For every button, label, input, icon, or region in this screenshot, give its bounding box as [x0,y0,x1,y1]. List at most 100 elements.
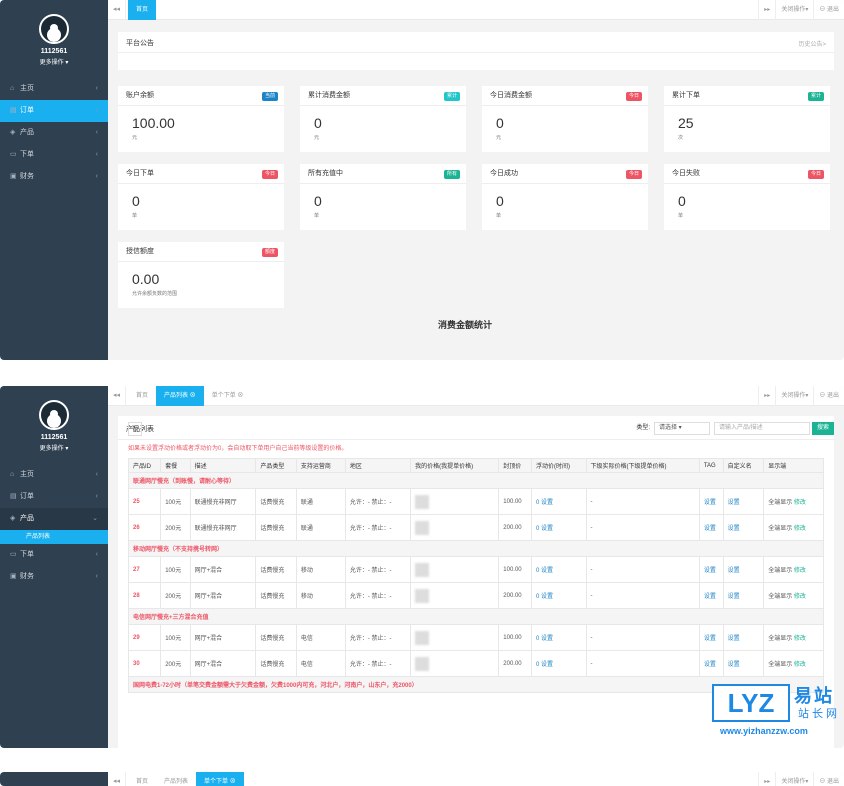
edit-link[interactable]: 修改 [793,500,806,506]
sidebar-item-finance[interactable]: ▣ 财务 ‹ [0,166,108,188]
sidebar-item-home[interactable]: ⌂ 主页 ‹ [0,464,108,486]
column-header: 封顶价 [498,458,532,473]
float-price-setting[interactable]: 0 设置 [530,650,587,677]
custom-name-setting[interactable]: 设置 [722,582,765,609]
sidebar-item-cube[interactable]: ◈ 产品 ⌄ [0,508,108,530]
cap-price: 100.00 [498,624,532,651]
dashboard-panel: 1112561 更多操作 ▾ ⌂ 主页 ‹ ▤ 订单 ‹ ◈ 产品 ‹ ▭ 下单 ‹ ▣ 财务 ‹… [0,0,844,360]
edit-link[interactable]: 修改 [793,662,806,668]
edit-link[interactable]: 修改 [793,636,806,642]
my-price [410,582,500,609]
package: 100元 [160,488,191,515]
float-price-setting[interactable]: 0 设置 [530,514,587,541]
edit-link[interactable]: 修改 [793,594,806,600]
logout-button[interactable]: ⊖ 退出 [813,386,844,406]
sidebar-item-label: 下单 [18,551,34,558]
avatar[interactable] [39,400,69,430]
float-price-setting[interactable]: 0 设置 [530,556,587,583]
tag-setting[interactable]: 设置 [698,582,724,609]
tabs: 首页 产品列表 ⊗ 单个下单 ⊗ [128,386,251,406]
card-value: 0 [314,115,322,131]
package: 200元 [160,582,191,609]
notice-box: 平台公告 历史公告> [118,32,834,70]
sidebar-item-order[interactable]: ▤ 订单 ‹ [0,100,108,122]
tag-setting[interactable]: 设置 [698,488,724,515]
tag-setting[interactable]: 设置 [698,556,724,583]
history-notice-link[interactable]: 历史公告> [798,42,826,48]
column-header: 自定义名 [722,458,765,473]
tab-1[interactable]: 产品列表 [164,779,189,785]
cart-icon: ▭ [10,151,17,158]
edit-link[interactable]: 修改 [793,568,806,574]
tab-1[interactable]: 产品列表 ⊗ [156,386,204,406]
sidebar-subitem-product-list[interactable]: 产品列表 [0,530,108,544]
region: 允许：- 禁止：- [344,582,412,609]
float-price-setting[interactable]: 0 设置 [530,624,587,651]
card-title: 今日下单 [118,164,284,184]
sidebar-item-cart[interactable]: ▭ 下单 ‹ [0,544,108,566]
column-header: 套餐 [160,458,191,473]
custom-name-setting[interactable]: 设置 [722,650,765,677]
table-row: 26 200元 联通慢充非网厅 话费慢充 联通 允许：- 禁止：- 200.00 0 设置 - 设… [127,514,824,541]
custom-name-setting[interactable]: 设置 [722,488,765,515]
tab-0[interactable]: 首页 [136,393,149,399]
type-select[interactable]: 请选择 ▾ [654,422,710,435]
tag-setting[interactable]: 设置 [698,650,724,677]
tab-0[interactable]: 首页 [128,0,157,20]
scroll-left-icon[interactable]: ◂◂ [108,0,126,20]
scroll-right-icon[interactable]: ▸▸ [758,772,775,786]
tag-setting[interactable]: 设置 [698,624,724,651]
operator: 电信 [295,650,346,677]
operator: 电信 [295,624,346,651]
my-price [410,624,500,651]
finance-icon: ▣ [10,173,17,180]
chevron-left-icon: ‹ [95,85,98,92]
close-ops-button[interactable]: 关闭操作▾ [775,386,813,406]
edit-link[interactable]: 修改 [793,526,806,532]
float-price-setting[interactable]: 0 设置 [530,582,587,609]
profile: 1112561 更多操作 ▾ [0,0,108,78]
tab-0[interactable]: 首页 [136,779,149,785]
tab-2[interactable]: 单个下单 ⊗ [196,772,244,786]
float-price-setting[interactable]: 0 设置 [530,488,587,515]
sidebar-item-finance[interactable]: ▣ 财务 ‹ [0,566,108,588]
sidebar-item-label: 主页 [18,85,34,92]
custom-name-setting[interactable]: 设置 [722,624,765,651]
scroll-left-icon[interactable]: ◂◂ [108,772,126,786]
search-input[interactable]: 请输入产品/描述 [714,422,810,435]
watermark-cn2: 站长网 [798,708,840,720]
display-text: 全端显示 [768,568,794,574]
search-button[interactable]: 搜索 [812,422,834,435]
display-end: 全端显示 修改 [763,650,824,677]
tab-2[interactable]: 单个下单 ⊗ [211,393,244,399]
avatar[interactable] [39,14,69,44]
card-title: 授信额度 [118,242,284,262]
product-id: 25 [127,488,162,515]
chevron-left-icon: ‹ [95,173,98,180]
sidebar-item-home[interactable]: ⌂ 主页 ‹ [0,78,108,100]
logout-button[interactable]: ⊖ 退出 [813,772,844,786]
scroll-right-icon[interactable]: ▸▸ [758,0,775,20]
sidebar-item-cube[interactable]: ◈ 产品 ‹ [0,122,108,144]
card-title: 今日失败 [664,164,830,184]
close-ops-button[interactable]: 关闭操作▾ [775,0,813,20]
scroll-left-icon[interactable]: ◂◂ [108,386,126,406]
more-actions-menu[interactable]: 更多操作 ▾ [39,446,69,452]
card-unit: 单 [132,213,138,219]
card-badge: 今日 [625,92,642,101]
sidebar-item-cart[interactable]: ▭ 下单 ‹ [0,144,108,166]
price-warning: 如果未设置浮动价格或者浮动价为0，会自动取下单用户自己当前等级设置的价格。 [128,446,348,452]
column-header: 描述 [189,458,257,473]
sidebar-item-order[interactable]: ▤ 订单 ‹ [0,486,108,508]
refresh-button[interactable]: ↻ [128,422,142,436]
scroll-right-icon[interactable]: ▸▸ [758,386,775,406]
logout-button[interactable]: ⊖ 退出 [813,0,844,20]
card-badge: 今日 [807,170,824,179]
group-row: 移动网厅慢充（不支持携号转网） [128,540,824,557]
card-title: 累计消费金额 [300,86,466,106]
tag-setting[interactable]: 设置 [698,514,724,541]
close-ops-button[interactable]: 关闭操作▾ [775,772,813,786]
custom-name-setting[interactable]: 设置 [722,556,765,583]
custom-name-setting[interactable]: 设置 [722,514,765,541]
more-actions-menu[interactable]: 更多操作 ▾ [39,60,69,66]
